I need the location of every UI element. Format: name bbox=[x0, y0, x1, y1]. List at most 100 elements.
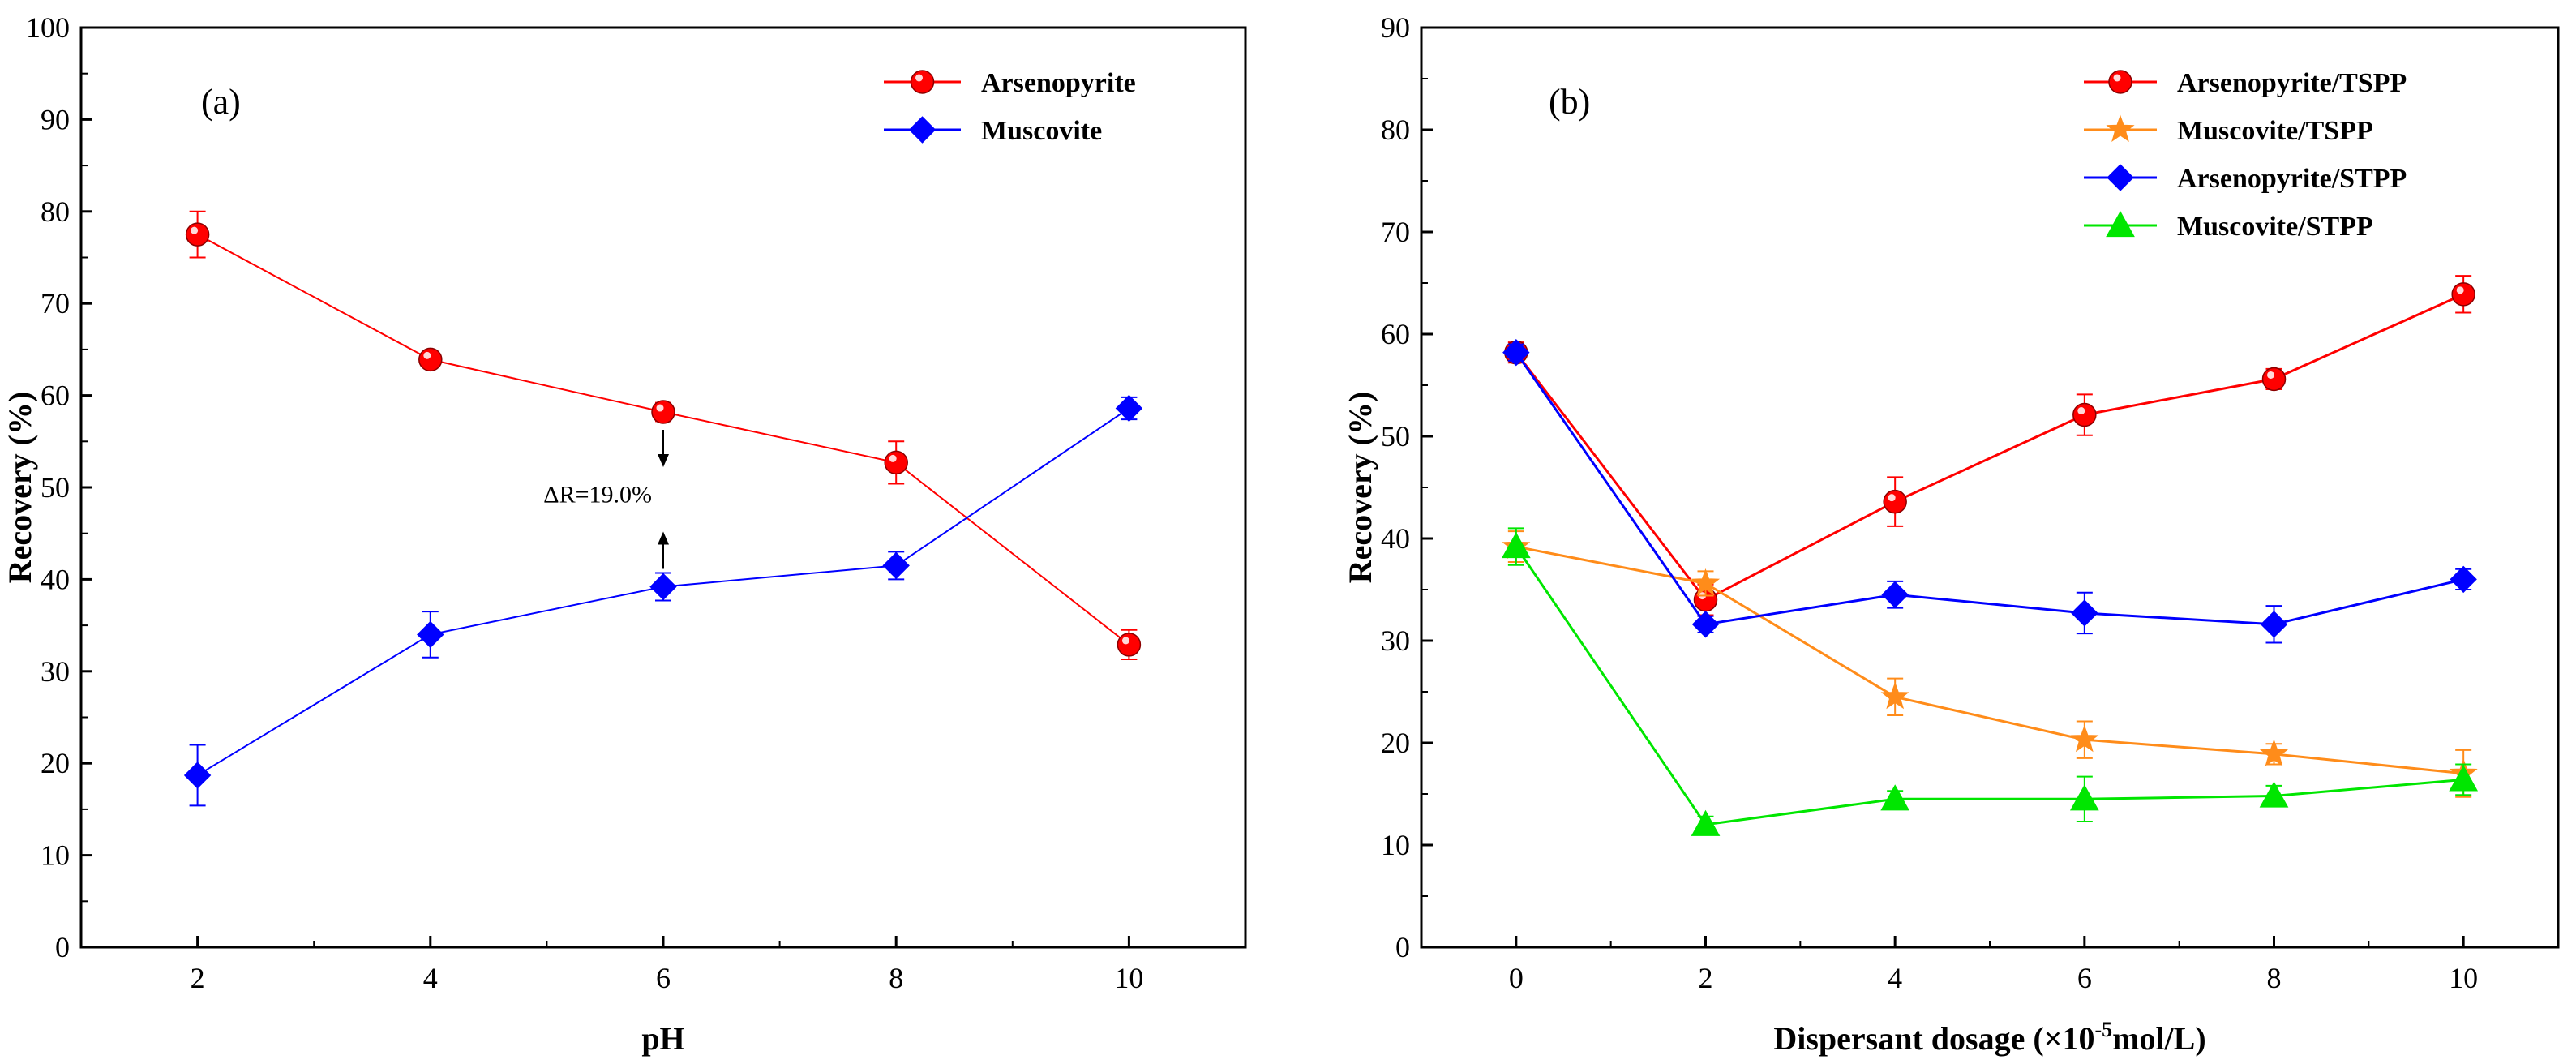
panel-a-label: (a) bbox=[201, 82, 241, 122]
y-tick-label: 60 bbox=[41, 380, 70, 412]
data-point bbox=[2449, 765, 2479, 792]
data-point bbox=[882, 551, 910, 580]
legend: Arsenopyrite/TSPP Muscovite/TSPP Arsenopyr… bbox=[2084, 68, 2407, 242]
legend-marker bbox=[2108, 70, 2132, 94]
data-point-highlight bbox=[2267, 371, 2274, 379]
y-tick-label: 0 bbox=[55, 931, 70, 963]
data-point-highlight bbox=[1888, 494, 1896, 502]
data-point bbox=[1117, 633, 1142, 657]
data-point bbox=[2071, 599, 2098, 627]
legend-marker-highlight bbox=[915, 74, 923, 82]
legend-label: Muscovite/TSPP bbox=[2177, 116, 2373, 146]
data-point-highlight bbox=[2077, 407, 2085, 415]
legend-label: Arsenopyrite/STPP bbox=[2177, 164, 2407, 194]
series-arsenopyrite-stpp bbox=[1502, 338, 2477, 644]
y-tick-label: 30 bbox=[41, 655, 70, 688]
y-tick-label: 10 bbox=[41, 839, 70, 872]
y-tick-label: 40 bbox=[41, 563, 70, 595]
down-arrow-head bbox=[658, 454, 669, 468]
y-tick-label: 60 bbox=[1381, 318, 1410, 350]
y-tick-label: 20 bbox=[1381, 727, 1410, 759]
data-point-highlight bbox=[423, 351, 431, 359]
data-point bbox=[185, 222, 210, 247]
data-point bbox=[2260, 611, 2288, 638]
x-tick-label: 8 bbox=[889, 962, 903, 994]
legend-marker-highlight bbox=[2113, 74, 2121, 82]
legend: Arsenopyrite Muscovite bbox=[884, 68, 1136, 146]
x-axis-title: pH bbox=[641, 1020, 684, 1057]
panel-a: (a) 0 10 20 30 40 50 60 70 80 90 100 2 4 6 8 10 Recovery… bbox=[2, 11, 1247, 1057]
y-tick-label: 40 bbox=[1381, 522, 1410, 555]
data-point bbox=[2450, 565, 2477, 594]
data-point bbox=[418, 347, 443, 372]
data-point-highlight bbox=[2456, 286, 2464, 294]
delta-r-label: ΔR=19.0% bbox=[543, 482, 652, 508]
series-muscovite-stpp bbox=[1501, 527, 2479, 836]
x-tick-label: 10 bbox=[1114, 962, 1143, 994]
y-axis-title: Recovery (%) bbox=[1342, 392, 1378, 584]
data-point-highlight bbox=[191, 226, 199, 234]
legend-label: Arsenopyrite bbox=[981, 68, 1136, 98]
legend-label: Muscovite/STPP bbox=[2177, 212, 2373, 242]
legend-marker bbox=[2106, 210, 2135, 238]
panel-b-label: (b) bbox=[1549, 82, 1590, 122]
legend-marker bbox=[910, 70, 935, 94]
x-tick-label: 6 bbox=[656, 962, 671, 994]
series-line bbox=[1515, 546, 2464, 826]
y-tick-label: 0 bbox=[1395, 931, 1410, 963]
x-axis-title-end: mol/L) bbox=[2112, 1020, 2206, 1057]
y-tick-label: 20 bbox=[41, 747, 70, 779]
y-tick-label: 50 bbox=[41, 471, 70, 504]
data-point bbox=[2069, 784, 2099, 811]
panel-b: (b) 0 10 20 30 40 50 60 70 80 90 0 2 4 6 8 10 Recovery (… bbox=[1342, 11, 2560, 1057]
series-arsenopyrite bbox=[185, 210, 1142, 661]
y-tick-label: 30 bbox=[1381, 624, 1410, 657]
data-point bbox=[1691, 611, 1720, 638]
x-tick-label: 4 bbox=[423, 962, 438, 994]
y-tick-label: 100 bbox=[26, 11, 70, 44]
x-axis-title-main: Dispersant dosage (×10 bbox=[1773, 1020, 2094, 1057]
legend-label: Arsenopyrite/TSPP bbox=[2177, 68, 2407, 98]
data-point bbox=[417, 620, 444, 649]
data-point bbox=[1881, 581, 1909, 609]
series-muscovite bbox=[183, 394, 1143, 807]
data-point-highlight bbox=[656, 404, 664, 412]
delta-r-annotation: ΔR=19.0% bbox=[543, 430, 669, 569]
x-tick-label: 6 bbox=[2077, 962, 2092, 994]
legend-marker bbox=[2106, 114, 2135, 142]
up-arrow-head bbox=[658, 531, 669, 545]
y-axis-title: Recovery (%) bbox=[2, 392, 38, 584]
data-point bbox=[1115, 394, 1143, 423]
data-point bbox=[183, 762, 212, 789]
y-tick-label: 80 bbox=[41, 195, 70, 228]
data-point bbox=[1880, 681, 1909, 710]
data-point bbox=[2259, 781, 2289, 808]
data-point bbox=[1501, 532, 1531, 559]
data-point bbox=[1691, 568, 1721, 596]
series-line bbox=[1515, 545, 2464, 775]
data-point bbox=[884, 450, 908, 475]
data-point bbox=[1502, 338, 1530, 367]
data-point bbox=[649, 573, 677, 601]
data-point bbox=[1883, 489, 1907, 514]
y-tick-label: 90 bbox=[1381, 11, 1410, 44]
legend-label: Muscovite bbox=[981, 116, 1102, 146]
data-point bbox=[2261, 367, 2287, 392]
data-point bbox=[2070, 724, 2099, 753]
y-tick-label: 70 bbox=[41, 287, 70, 320]
x-tick-label: 2 bbox=[1699, 962, 1713, 994]
legend-marker bbox=[908, 116, 937, 144]
legend-marker bbox=[2107, 164, 2134, 191]
data-point bbox=[2259, 739, 2289, 766]
y-tick-label: 50 bbox=[1381, 420, 1410, 453]
x-tick-label: 10 bbox=[2449, 962, 2478, 994]
y-tick-label: 10 bbox=[1381, 829, 1410, 861]
data-point-highlight bbox=[1121, 637, 1129, 645]
plot-frame bbox=[79, 26, 1247, 949]
y-tick-label: 90 bbox=[41, 103, 70, 135]
y-tick-label: 80 bbox=[1381, 114, 1410, 146]
data-point bbox=[1691, 809, 1721, 836]
x-axis-title: Dispersant dosage (×10-5mol/L) bbox=[1773, 1018, 2205, 1057]
series-line bbox=[1515, 351, 2464, 626]
